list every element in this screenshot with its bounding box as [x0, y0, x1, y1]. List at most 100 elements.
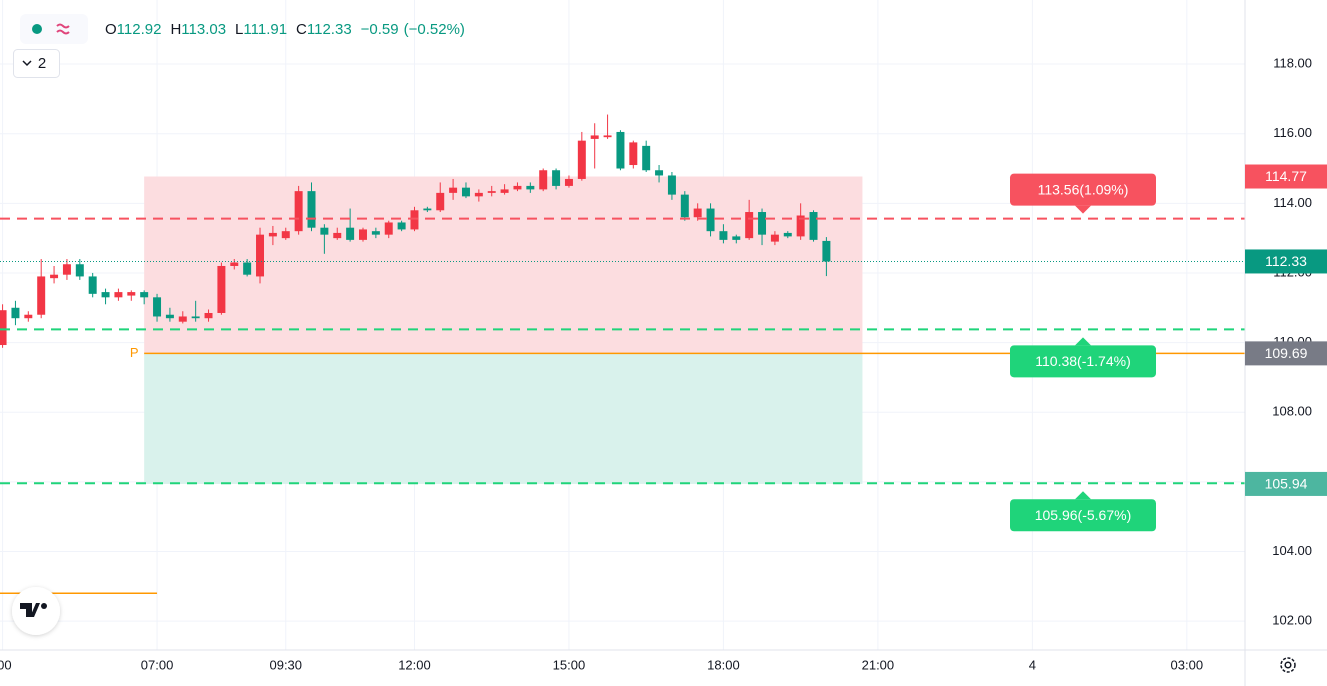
candle-body [474, 192, 483, 197]
candle-body [642, 145, 651, 171]
candle-body [539, 170, 548, 190]
x-tick-label: 15:00 [553, 657, 586, 672]
candle-body [243, 262, 252, 275]
candle-body [114, 292, 123, 298]
level-label: 113.56(1.09%) [1038, 181, 1129, 197]
candle-body [680, 194, 689, 218]
legend-change: −0.59 [361, 21, 399, 38]
candle-body [165, 314, 174, 319]
candle-body [629, 142, 638, 166]
level-label-notch [1075, 491, 1091, 500]
gear-outer[interactable] [1280, 657, 1296, 673]
candle-body [436, 192, 445, 211]
y-tick-label: 104.00 [1272, 543, 1312, 558]
y-tick-label: 118.00 [1273, 55, 1312, 70]
indicators-toggle[interactable]: 2 [13, 49, 60, 78]
candle-body [11, 307, 20, 319]
level-label-notch [1075, 205, 1091, 214]
price-badge-label: 109.69 [1265, 345, 1308, 361]
entry-marker: P [130, 345, 139, 360]
candle-body [384, 222, 393, 235]
candle-body [37, 276, 46, 315]
overlay: P 113.56(1.09%) 110.38(-1.74%) 105.96(-5.67… [0, 173, 1245, 532]
position-upper-zone [144, 176, 863, 354]
legend-value: 113.03 [181, 21, 226, 38]
candle-body [204, 312, 213, 319]
candle-body [706, 208, 715, 232]
candle-body [88, 276, 97, 294]
y-tick-label: 114.00 [1273, 195, 1312, 210]
candle-body [50, 274, 59, 279]
x-tick-label: 07:00 [141, 657, 174, 672]
candle-body [719, 231, 728, 240]
delay-icon [56, 23, 70, 35]
candle-body [256, 234, 265, 277]
candle-body [127, 292, 136, 296]
y-tick-label: 102.00 [1272, 613, 1312, 628]
price-badge [1245, 341, 1327, 366]
candle-body [281, 231, 290, 239]
candle-body [655, 170, 664, 176]
x-tick-label: 4 [1029, 657, 1036, 672]
candle-body [603, 135, 612, 138]
level-label-notch [1075, 337, 1091, 346]
candle-body [230, 262, 239, 266]
price-badge [1245, 164, 1327, 189]
level-label-box[interactable] [1010, 499, 1156, 532]
candle-body [101, 292, 110, 298]
candle-body [564, 178, 573, 186]
candle-body [359, 229, 367, 240]
y-tick-label: 108.00 [1272, 404, 1312, 419]
candle-body [693, 208, 702, 218]
candle-body [461, 187, 470, 197]
legend-value: 112.33 [307, 21, 352, 38]
market-status-dot [32, 24, 42, 34]
chevron-icon [22, 60, 32, 67]
logo-mark [20, 603, 40, 617]
candle-body [178, 316, 187, 322]
legend-label: O [105, 21, 117, 38]
x-tick-label: 09:30 [269, 657, 302, 672]
ohlc-legend: O112.92 H113.03 L111.91 C112.33 −0.59 (−0.52%… [105, 21, 465, 38]
x-tick-label: 21:00 [862, 657, 895, 672]
level-label: 105.96(-5.67%) [1035, 507, 1132, 523]
candle-body [526, 185, 535, 190]
candle-body [423, 208, 432, 211]
logo-dot [41, 603, 47, 609]
axes: 102.00104.00106.00108.00110.00112.00114.… [0, 55, 1327, 672]
candle-body [590, 135, 599, 139]
candle-body [320, 227, 329, 235]
candle-body [732, 236, 741, 240]
candle-body [616, 131, 625, 169]
legend-label: H [170, 21, 181, 38]
candle-body [346, 227, 355, 240]
candle-body [294, 191, 303, 232]
candle-body [770, 234, 779, 242]
candle-body [268, 232, 277, 237]
candle-body [333, 232, 342, 239]
x-tick-label: 18:00 [707, 657, 740, 672]
gear-inner [1284, 661, 1292, 669]
candle-body [513, 185, 522, 190]
indicators-button[interactable] [13, 49, 60, 78]
legend-value: 112.92 [117, 21, 162, 38]
price-badge-label: 112.33 [1265, 253, 1307, 269]
symbol-status-pill[interactable] [20, 14, 88, 44]
candle-body [822, 240, 831, 262]
level-label-box[interactable] [1010, 345, 1156, 378]
candle-body [153, 297, 162, 317]
price-badge-label: 105.94 [1265, 476, 1308, 492]
position-lower-zone [144, 353, 863, 484]
plot-area [0, 114, 863, 595]
price-badge [1245, 249, 1327, 274]
candle-body [487, 191, 496, 193]
candle-body [745, 212, 754, 239]
candle-body [62, 264, 71, 275]
x-tick-label: 03:00 [1171, 657, 1204, 672]
level-label-box[interactable] [1010, 173, 1156, 206]
logo[interactable] [12, 587, 60, 635]
settings[interactable] [1280, 657, 1296, 673]
price-badge-label: 114.77 [1265, 168, 1307, 184]
candle-body [783, 232, 792, 237]
